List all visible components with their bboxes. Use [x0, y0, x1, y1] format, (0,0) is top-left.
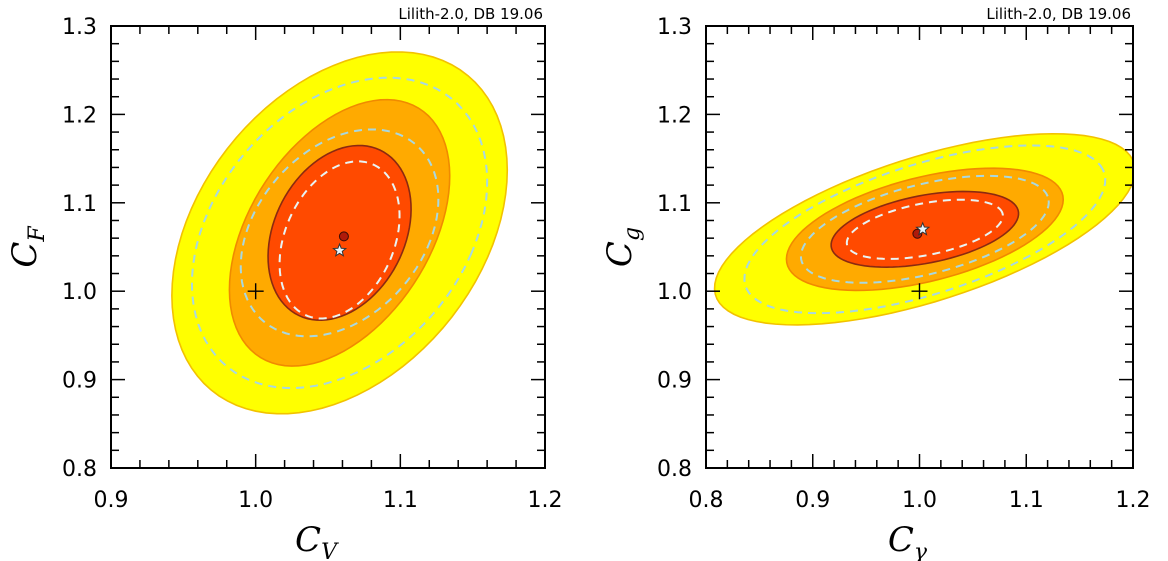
y-tick-label: 0.8: [62, 457, 97, 482]
x-tick-label: 1.0: [238, 488, 273, 513]
sm-point-marker: [911, 283, 928, 300]
x-axis-label-main: C: [295, 520, 321, 560]
x-tick-label: 1.1: [1009, 488, 1044, 513]
y-tick-label: 1.3: [62, 15, 97, 40]
x-axis-label: CV: [295, 520, 339, 561]
y-tick-label: 1.1: [62, 192, 97, 217]
dashed-contour-3: [278, 160, 401, 320]
annotation: Lilith-2.0, DB 19.06: [986, 5, 1131, 23]
y-tick-label: 1.0: [62, 280, 97, 305]
x-axis-label-sub: γ: [914, 540, 928, 561]
chart-panel-2: 0.8 0.9 1.0 1.1 1.2 0.8 0.9 1.0 1.1 1.2 1.3 Lilith-…: [600, 5, 1151, 561]
x-tick-label: 1.2: [528, 488, 563, 513]
confidence-region-1sigma: [267, 144, 412, 321]
plot-frame: [110, 25, 546, 469]
y-axis-label-main: C: [5, 242, 45, 268]
x-axis-label-sub: V: [321, 540, 339, 561]
chart-panel-1: 0.9 1.0 1.1 1.2 0.8 0.9 1.0 1.1 1.2 1.3 Lilith-2.0…: [5, 5, 563, 561]
y-tick-label: 1.2: [62, 103, 97, 128]
y-axis-label-main: C: [600, 241, 640, 267]
x-tick-label: 0.9: [94, 488, 129, 513]
y-tick-label: 1.3: [657, 15, 692, 40]
y-tick-label: 1.0: [657, 280, 692, 305]
y-axis-label-sub: g: [620, 227, 645, 241]
plot-area: [171, 51, 509, 415]
y-tick-label: 1.2: [657, 103, 692, 128]
best-fit-point: [338, 231, 349, 242]
y-axis-label: CF: [5, 226, 50, 268]
x-tick-label: 1.2: [1116, 488, 1151, 513]
x-tick-label: 0.9: [795, 488, 830, 513]
dashed-contour-1: [743, 144, 1107, 315]
sm-point-marker: [247, 283, 264, 300]
dashed-contour-3: [845, 198, 1004, 260]
y-tick-label: 0.8: [657, 457, 692, 482]
annotation: Lilith-2.0, DB 19.06: [398, 5, 543, 23]
star-marker: [332, 242, 348, 257]
y-tick-label: 1.1: [657, 192, 692, 217]
x-tick-label: 0.8: [689, 488, 724, 513]
x-tick-label: 1.0: [902, 488, 937, 513]
dashed-contour-2: [239, 128, 440, 338]
x-axis-label: Cγ: [888, 520, 928, 561]
y-tick-label: 0.9: [657, 369, 692, 394]
x-tick-label: 1.1: [383, 488, 418, 513]
x-axis-label-main: C: [888, 520, 914, 560]
y-axis-label: Cg: [600, 227, 645, 267]
plot-area: [713, 132, 1133, 326]
y-axis-label-sub: F: [25, 226, 50, 243]
star-marker: [915, 221, 931, 236]
y-tick-label: 0.9: [62, 369, 97, 394]
dashed-contour-2: [799, 174, 1050, 284]
